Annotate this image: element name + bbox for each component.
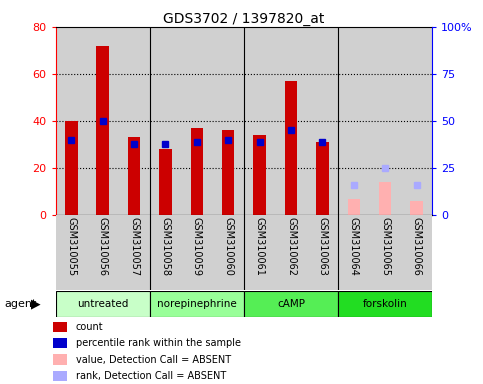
Text: GSM310061: GSM310061 — [255, 217, 265, 275]
Bar — [56, 215, 87, 290]
Bar — [379, 182, 391, 215]
Text: GSM310062: GSM310062 — [286, 217, 296, 276]
Text: GSM310065: GSM310065 — [380, 217, 390, 276]
Bar — [307, 215, 338, 290]
Text: GSM310058: GSM310058 — [160, 217, 170, 276]
Text: GSM310060: GSM310060 — [223, 217, 233, 275]
Bar — [369, 27, 401, 215]
Bar — [159, 149, 172, 215]
Bar — [87, 27, 118, 215]
Text: GSM310055: GSM310055 — [66, 217, 76, 276]
Bar — [118, 215, 150, 290]
Text: forskolin: forskolin — [363, 299, 408, 309]
Bar — [307, 27, 338, 215]
Bar — [53, 371, 68, 381]
Text: norepinephrine: norepinephrine — [157, 299, 237, 309]
Bar — [56, 27, 87, 215]
Text: GSM310064: GSM310064 — [349, 217, 359, 275]
Text: cAMP: cAMP — [277, 299, 305, 309]
Text: percentile rank within the sample: percentile rank within the sample — [76, 338, 241, 348]
Bar — [338, 291, 432, 317]
Bar — [87, 215, 118, 290]
Text: rank, Detection Call = ABSENT: rank, Detection Call = ABSENT — [76, 371, 226, 381]
Bar — [369, 215, 401, 290]
Text: value, Detection Call = ABSENT: value, Detection Call = ABSENT — [76, 354, 231, 364]
Text: ▶: ▶ — [31, 297, 41, 310]
Text: untreated: untreated — [77, 299, 128, 309]
Bar — [338, 27, 369, 215]
Bar — [97, 46, 109, 215]
Bar — [181, 27, 213, 215]
Bar — [53, 322, 68, 332]
Bar — [244, 215, 275, 290]
Bar — [150, 215, 181, 290]
Bar — [222, 131, 235, 215]
Bar — [53, 338, 68, 348]
Bar — [285, 81, 298, 215]
Bar — [150, 291, 244, 317]
Bar — [213, 27, 244, 215]
Bar — [244, 291, 338, 317]
Bar — [150, 27, 181, 215]
Text: GSM310059: GSM310059 — [192, 217, 202, 276]
Text: GSM310063: GSM310063 — [317, 217, 327, 275]
Bar — [181, 215, 213, 290]
Bar — [348, 199, 360, 215]
Text: agent: agent — [5, 299, 37, 309]
Text: GSM310066: GSM310066 — [412, 217, 422, 275]
Bar — [253, 135, 266, 215]
Text: GSM310056: GSM310056 — [98, 217, 108, 276]
Title: GDS3702 / 1397820_at: GDS3702 / 1397820_at — [163, 12, 325, 26]
Bar — [401, 215, 432, 290]
Text: count: count — [76, 322, 103, 332]
Bar — [190, 128, 203, 215]
Bar — [316, 142, 329, 215]
Bar — [56, 291, 150, 317]
Bar — [275, 215, 307, 290]
Bar — [275, 27, 307, 215]
Bar — [411, 201, 423, 215]
Bar — [65, 121, 78, 215]
Bar — [53, 354, 68, 365]
Bar — [338, 215, 369, 290]
Bar — [128, 137, 141, 215]
Bar — [213, 215, 244, 290]
Bar — [118, 27, 150, 215]
Bar — [401, 27, 432, 215]
Text: GSM310057: GSM310057 — [129, 217, 139, 276]
Bar — [244, 27, 275, 215]
